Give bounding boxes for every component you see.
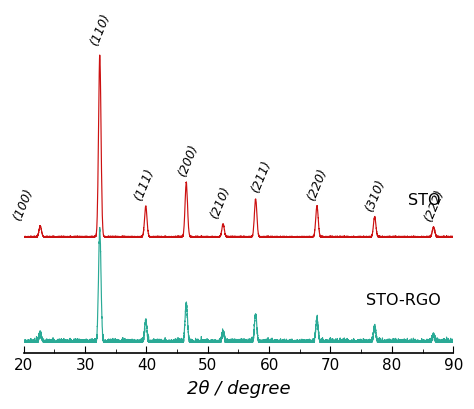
X-axis label: 2θ / degree: 2θ / degree <box>187 380 290 398</box>
Text: STO: STO <box>409 193 441 208</box>
Text: (111): (111) <box>132 166 156 202</box>
Text: (211): (211) <box>248 159 273 195</box>
Text: (200): (200) <box>176 143 201 179</box>
Text: STO-RGO: STO-RGO <box>366 293 441 308</box>
Text: (110): (110) <box>88 12 112 48</box>
Text: (210): (210) <box>208 184 233 220</box>
Text: (100): (100) <box>11 186 36 222</box>
Text: (220): (220) <box>305 166 329 202</box>
Text: (222): (222) <box>421 187 446 223</box>
Text: (310): (310) <box>363 177 387 213</box>
